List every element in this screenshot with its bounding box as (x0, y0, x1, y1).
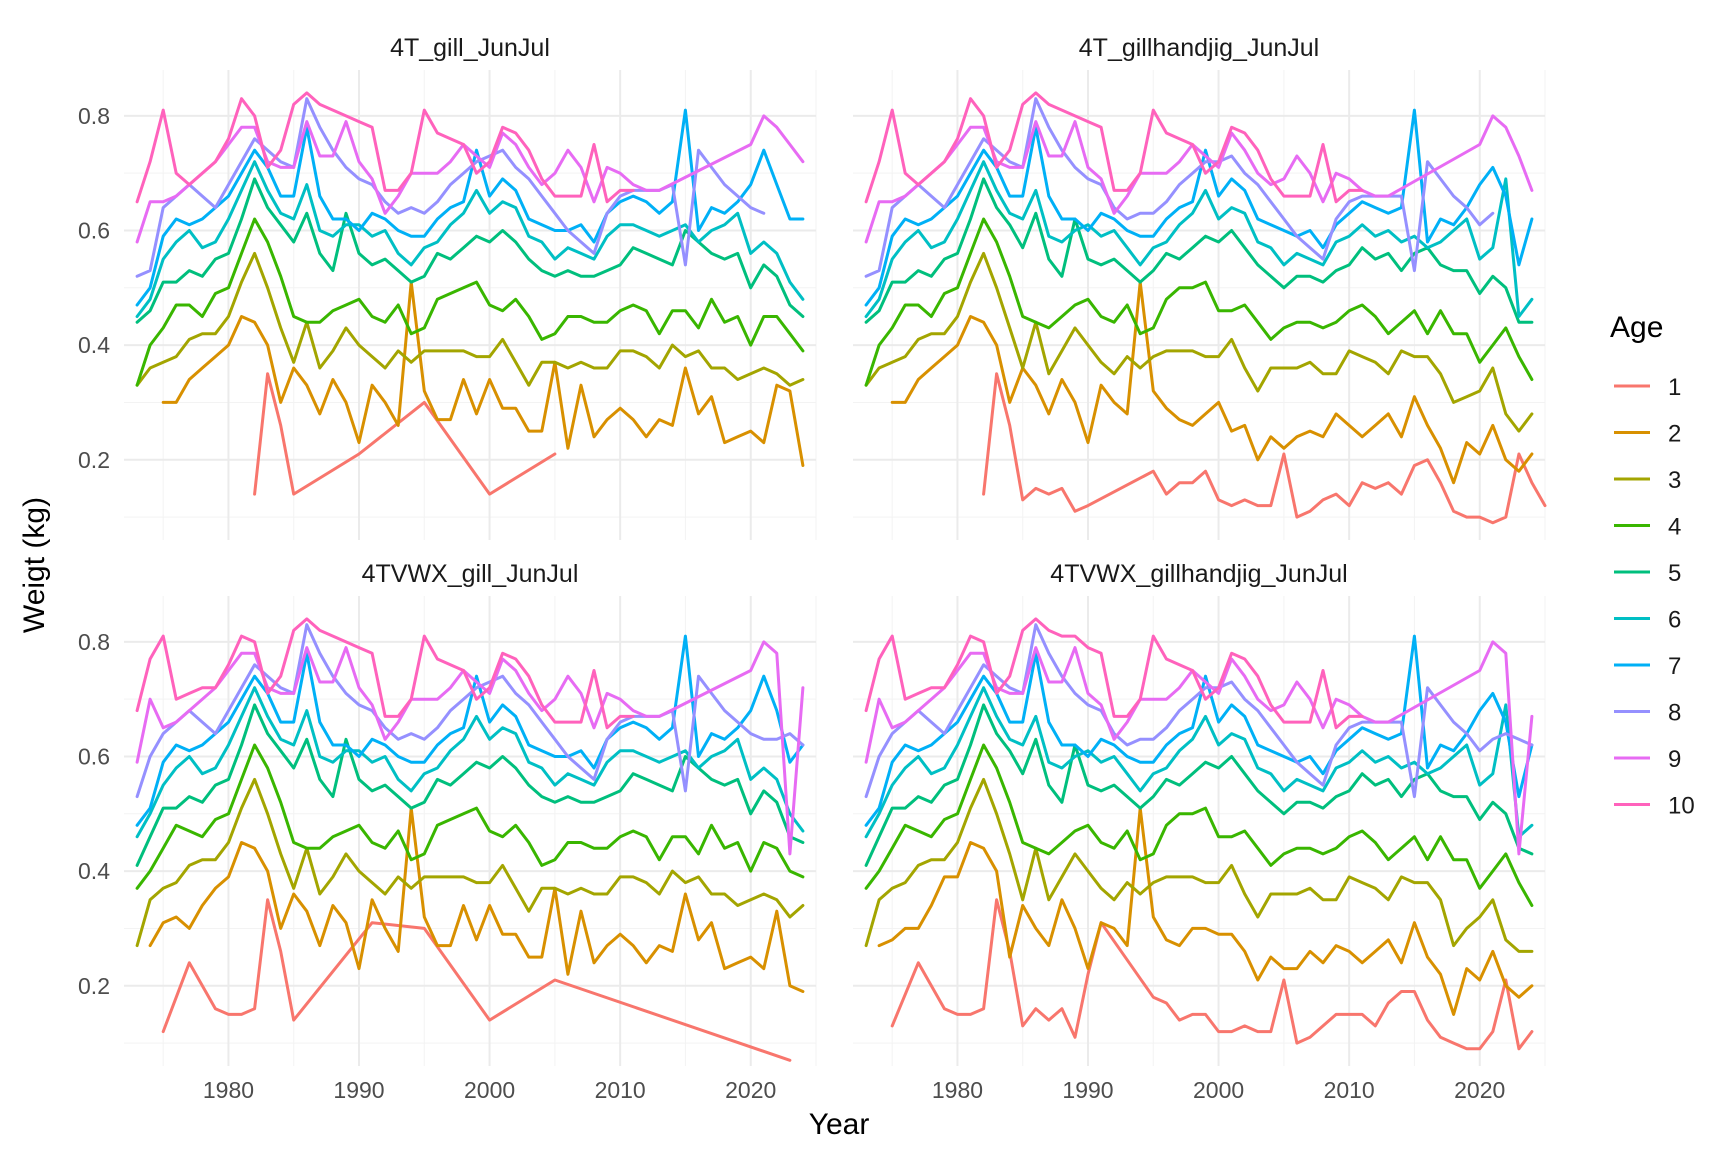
series-line-age-10 (135, 617, 635, 730)
series-line-age-4 (864, 217, 1534, 387)
series-line-age-3 (864, 251, 1534, 433)
legend-label: 9 (1668, 746, 1681, 773)
series-line-age-2 (877, 806, 1534, 1016)
panel-2: 4T_gillhandjig_JunJul (853, 34, 1547, 540)
legend-title: Age (1610, 311, 1663, 344)
legend-label: 1 (1668, 374, 1681, 401)
series-line-age-3 (135, 777, 805, 948)
series-line-age-9 (864, 114, 1534, 244)
series-line-age-1 (253, 372, 557, 496)
y-tick-label: 0.4 (78, 332, 110, 358)
y-axis-title: Weigt (kg) (18, 497, 51, 633)
series-line-age-4 (135, 217, 805, 387)
series-line-age-2 (148, 806, 805, 993)
series-line-age-10 (864, 91, 1364, 204)
series-line-age-4 (135, 743, 805, 890)
y-tick-label: 0.6 (78, 217, 110, 243)
y-tick-label: 0.6 (78, 743, 110, 769)
x-tick-label: 2020 (1454, 1077, 1505, 1103)
series-line-age-7 (864, 108, 1534, 307)
legend-label: 5 (1668, 560, 1681, 587)
legend-label: 10 (1668, 793, 1695, 820)
x-tick-label: 2010 (1324, 1077, 1375, 1103)
panel-title: 4TVWX_gill_JunJul (362, 560, 579, 588)
series-line-age-10 (864, 617, 1364, 730)
legend: Age 1 2 3 4 5 6 7 8 9 10 (1610, 311, 1695, 820)
series-line-age-3 (135, 251, 805, 387)
y-tick-label: 0.8 (78, 629, 110, 655)
series-line-age-6 (864, 686, 1534, 839)
panel-title: 4TVWX_gillhandjig_JunJul (1050, 560, 1347, 588)
x-tick-label: 1980 (932, 1077, 983, 1103)
series-line-age-7 (135, 634, 805, 827)
legend-label: 7 (1668, 653, 1681, 680)
series-line-age-4 (864, 743, 1534, 907)
legend-label: 2 (1668, 421, 1681, 448)
series-line-age-5 (864, 177, 1534, 324)
panel-title: 4T_gillhandjig_JunJul (1079, 34, 1319, 62)
y-tick-label: 0.4 (78, 858, 110, 884)
x-tick-label: 2000 (464, 1077, 515, 1103)
y-tick-label: 0.8 (78, 103, 110, 129)
x-tick-label: 1990 (333, 1077, 384, 1103)
legend-label: 3 (1668, 467, 1681, 494)
series-line-age-8 (135, 623, 805, 799)
x-tick-label: 2020 (725, 1077, 776, 1103)
x-tick-label: 2010 (595, 1077, 646, 1103)
series-line-age-2 (890, 280, 1534, 485)
series-line-age-6 (135, 686, 805, 839)
panel-1: 4T_gill_JunJul 0.2 0.4 0.6 0.8 (78, 34, 817, 540)
series-line-age-6 (135, 160, 805, 318)
series-line-age-1 (982, 372, 1547, 525)
y-tick-label: 0.2 (78, 447, 110, 473)
x-tick-label: 2000 (1193, 1077, 1244, 1103)
y-tick-label: 0.2 (78, 973, 110, 999)
series-line-age-10 (135, 91, 635, 204)
panel-4: 4TVWX_gillhandjig_JunJul 1980 1990 2000 2010… (853, 560, 1546, 1103)
panel-title: 4T_gill_JunJul (390, 34, 550, 62)
series-line-age-9 (864, 640, 1534, 856)
series-line-age-9 (135, 114, 805, 244)
legend-label: 6 (1668, 607, 1681, 634)
series-line-age-1 (890, 898, 1534, 1051)
series-line-age-5 (135, 703, 805, 867)
x-tick-label: 1980 (203, 1077, 254, 1103)
series-line-age-1 (161, 898, 792, 1062)
series-line-age-5 (864, 703, 1534, 867)
series-line-age-2 (161, 280, 805, 467)
x-tick-label: 1990 (1062, 1077, 1113, 1103)
series-line-age-9 (135, 640, 805, 856)
series-line-age-6 (864, 160, 1534, 318)
series-line-age-7 (135, 108, 805, 307)
series-line-age-3 (864, 777, 1534, 953)
panels: 4T_gill_JunJul 0.2 0.4 0.6 0.8 4T_gillhandjig… (78, 34, 1547, 1103)
panel-3: 4TVWX_gill_JunJul 0.2 0.4 0.6 0.8 1980 1990 200… (78, 560, 817, 1103)
x-axis-title: Year (809, 1108, 870, 1141)
series-line-age-5 (135, 177, 805, 324)
series-line-age-8 (864, 623, 1534, 799)
legend-label: 8 (1668, 700, 1681, 727)
legend-label: 4 (1668, 514, 1681, 541)
